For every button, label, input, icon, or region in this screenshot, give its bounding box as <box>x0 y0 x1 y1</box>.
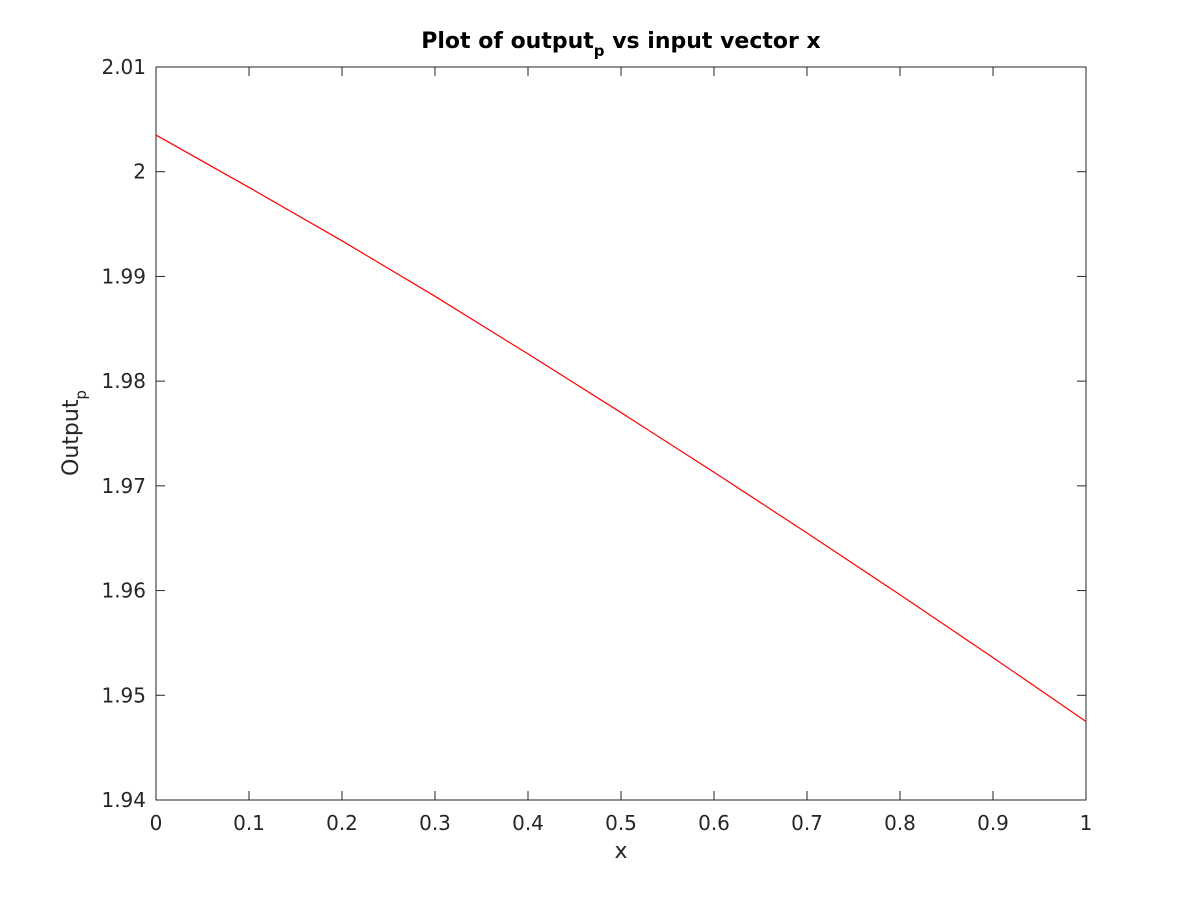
y-tick-labels: 1.94 1.95 1.96 1.97 1.98 1.99 2 2.01 <box>101 55 146 812</box>
y-tick-label: 1.97 <box>101 474 146 498</box>
axis-ticks <box>155 66 1087 801</box>
x-tick-label: 1 <box>1080 811 1093 835</box>
chart-title: Plot of outputp vs input vector x <box>421 29 820 60</box>
series-line <box>155 134 1087 722</box>
x-tick-label: 0.7 <box>791 811 823 835</box>
x-tick-label: 0.2 <box>326 811 358 835</box>
x-tick-label: 0.1 <box>233 811 265 835</box>
y-tick-label: 1.96 <box>101 579 146 603</box>
x-tick-label: 0 <box>150 811 163 835</box>
x-tick-label: 0.6 <box>698 811 730 835</box>
y-axis-label: Outputp <box>59 390 90 476</box>
x-tick-labels: 0 0.1 0.2 0.3 0.4 0.5 0.6 0.7 0.8 0.9 1 <box>150 811 1093 835</box>
y-tick-label: 1.99 <box>101 264 146 288</box>
y-tick-label: 1.94 <box>101 788 146 812</box>
y-tick-label: 1.98 <box>101 369 146 393</box>
chart-title-suffix: vs input vector x <box>605 29 821 54</box>
y-tick-label: 2.01 <box>101 55 146 79</box>
x-tick-label: 0.3 <box>419 811 451 835</box>
y-tick-label: 1.95 <box>101 683 146 707</box>
x-tick-label: 0.5 <box>605 811 637 835</box>
y-axis-label-subscript: p <box>72 390 90 400</box>
x-axis-label: x <box>614 839 627 864</box>
x-tick-label: 0.9 <box>977 811 1009 835</box>
y-tick-label: 2 <box>133 160 146 184</box>
chart-title-subscript: p <box>594 42 605 60</box>
x-tick-label: 0.4 <box>512 811 544 835</box>
series-layer <box>155 134 1087 722</box>
x-tick-label: 0.8 <box>884 811 916 835</box>
plot-area <box>155 66 1087 801</box>
